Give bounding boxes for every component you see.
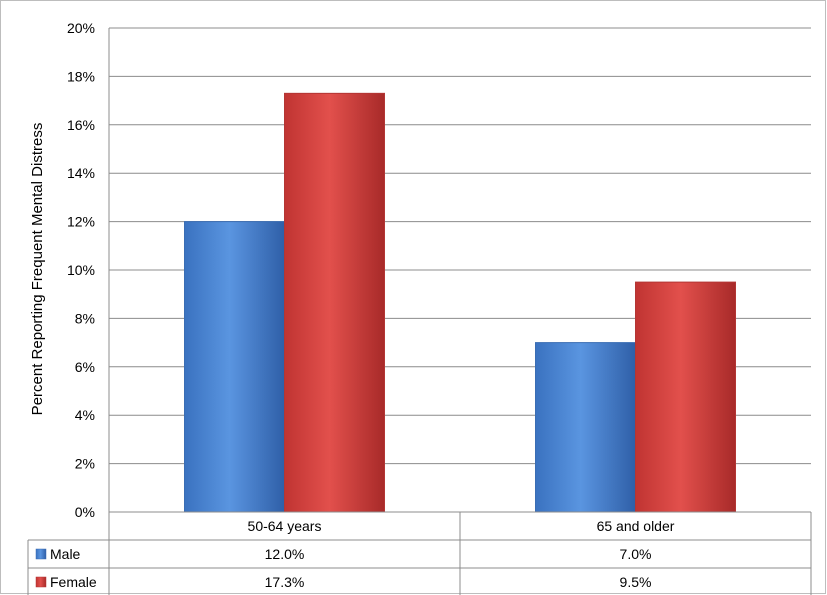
y-tick-label: 2%: [75, 456, 95, 472]
y-tick-label: 8%: [75, 310, 95, 326]
y-axis-tick-labels: 0% 2% 4% 6% 8% 10% 12% 14% 16% 18% 20%: [67, 20, 95, 520]
y-tick-label: 6%: [75, 359, 95, 375]
y-tick-label: 14%: [67, 165, 95, 181]
data-label: 7.0%: [620, 546, 652, 562]
data-label: 9.5%: [620, 574, 652, 590]
legend-label-male: Male: [50, 546, 81, 562]
data-label: 17.3%: [265, 574, 305, 590]
category-label: 50-64 years: [248, 518, 322, 534]
y-tick-label: 20%: [67, 20, 95, 36]
y-tick-label: 16%: [67, 117, 95, 133]
data-label: 12.0%: [265, 546, 305, 562]
y-axis-title: Percent Reporting Frequent Mental Distre…: [29, 123, 46, 416]
y-tick-label: 18%: [67, 68, 95, 84]
legend-label-female: Female: [50, 574, 97, 590]
legend-swatch-male: [35, 548, 47, 560]
bar-female-0: [284, 92, 385, 513]
bar-male-1: [535, 342, 636, 513]
y-tick-label: 12%: [67, 214, 95, 230]
bar-male-0: [184, 221, 285, 513]
y-tick-label: 0%: [75, 504, 95, 520]
legend-swatch-female: [35, 576, 47, 588]
y-tick-label: 10%: [67, 262, 95, 278]
bars: [184, 92, 736, 513]
y-tick-label: 4%: [75, 407, 95, 423]
category-label: 65 and older: [597, 518, 675, 534]
data-table: 50-64 years 65 and older Male 12.0% 7.0% Fema…: [27, 511, 812, 595]
bar-female-1: [635, 281, 736, 513]
